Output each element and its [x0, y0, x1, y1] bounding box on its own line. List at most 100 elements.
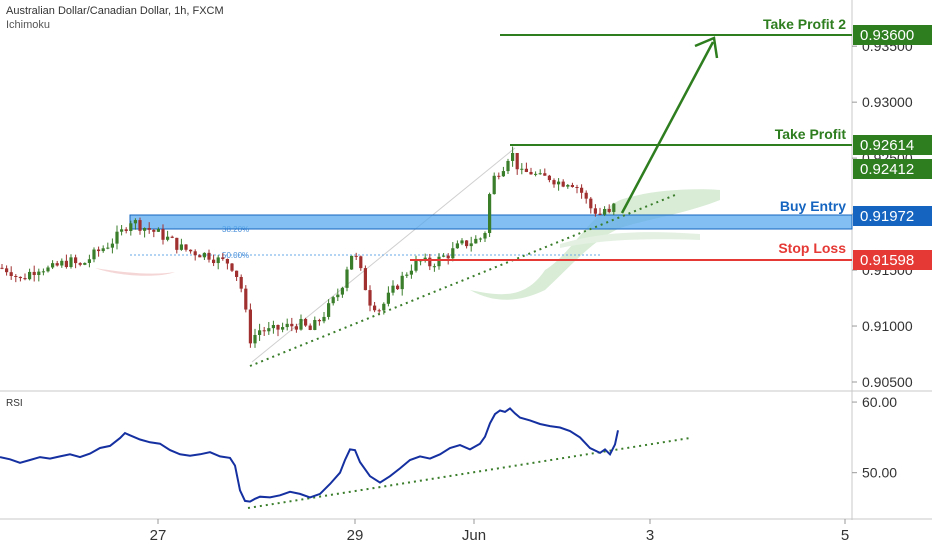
candle-body	[23, 278, 27, 280]
candle-body	[235, 270, 239, 277]
candle-body	[262, 330, 266, 332]
candle-body	[83, 262, 87, 265]
candle-body	[612, 203, 616, 212]
candle-body	[248, 309, 252, 344]
chart-title: Australian Dollar/Canadian Dollar, 1h, F…	[6, 5, 224, 17]
candle-body	[230, 263, 234, 271]
candle-body	[87, 259, 91, 263]
candle-body	[589, 198, 593, 209]
candle-body	[552, 180, 556, 185]
ichimoku-cloud-red	[95, 268, 175, 276]
candle-body	[9, 272, 13, 276]
target-arrow-shaft	[620, 41, 715, 214]
candle-body	[483, 233, 487, 239]
candle-body	[147, 228, 151, 230]
candle-body	[313, 319, 317, 330]
take-profit-label: Take Profit	[775, 126, 847, 142]
candle-body	[239, 276, 243, 289]
candle-body	[170, 236, 174, 238]
candle-body	[55, 263, 59, 266]
candle-body	[598, 213, 602, 215]
candle-body	[101, 248, 105, 252]
candle-body	[304, 318, 308, 326]
rsi-axis: 60.00 50.00	[852, 394, 897, 481]
candle-body	[354, 255, 358, 257]
candle-body	[97, 249, 101, 252]
candle-body	[161, 229, 165, 240]
candle-body	[74, 257, 78, 264]
candle-body	[281, 327, 285, 330]
candle-body	[396, 285, 400, 290]
buy-entry-value: 0.91972	[860, 208, 914, 225]
candle-body	[451, 248, 455, 259]
price-tick-label: 0.90500	[862, 374, 913, 390]
candle-body	[580, 187, 584, 193]
candle-body	[603, 208, 607, 215]
candle-body	[258, 330, 262, 336]
candle-body	[138, 220, 142, 231]
candle-body	[373, 305, 377, 311]
candle-body	[14, 275, 18, 277]
candle-body	[317, 319, 321, 322]
candle-body	[405, 274, 409, 276]
candle-body	[92, 249, 96, 260]
candle-body	[446, 255, 450, 259]
candle-body	[166, 236, 170, 240]
candle-body	[69, 257, 73, 268]
candle-body	[350, 255, 354, 270]
candle-body	[198, 255, 202, 258]
indicator-label: Ichimoku	[6, 19, 51, 31]
candle-body	[129, 223, 133, 231]
tp2-badge-value: 0.93600	[860, 27, 914, 44]
candle-body	[193, 251, 197, 256]
rsi-line	[0, 407, 619, 503]
price-tick-label: 0.93000	[862, 94, 913, 110]
time-tick-label: 3	[646, 527, 654, 544]
candle-body	[391, 285, 395, 293]
candle-body	[202, 252, 206, 258]
candle-body	[442, 255, 446, 257]
candle-body	[322, 316, 326, 322]
candle-body	[593, 208, 597, 214]
candle-body	[331, 297, 335, 304]
candle-body	[276, 325, 280, 330]
candle-body	[133, 220, 137, 224]
stop-loss-value: 0.91598	[860, 252, 914, 269]
time-tick-label: 29	[347, 527, 364, 544]
candle-body	[386, 292, 390, 304]
candle-body	[294, 326, 298, 330]
candle-body	[64, 260, 68, 268]
time-tick-label: 5	[841, 527, 849, 544]
price-tick-label: 0.91000	[862, 318, 913, 334]
stop-loss-label: Stop Loss	[778, 240, 846, 256]
candle-body	[570, 184, 574, 188]
candle-body	[120, 229, 124, 232]
candle-body	[368, 290, 372, 306]
fib-label-500: 50.00%	[222, 251, 249, 260]
candle-body	[225, 258, 229, 264]
candle-body	[465, 240, 469, 247]
candle-body	[221, 257, 225, 259]
rsi-tick-label: 50.00	[862, 465, 897, 481]
candle-body	[340, 287, 344, 295]
candle-body	[501, 171, 505, 177]
candle-body	[78, 263, 82, 265]
candle-body	[359, 256, 363, 269]
candle-body	[175, 237, 179, 250]
current-price-value: 0.92412	[860, 161, 914, 178]
candle-body	[184, 244, 188, 250]
candle-body	[285, 323, 289, 328]
candle-body	[478, 238, 482, 240]
rsi-tick-label: 60.00	[862, 394, 897, 410]
tp2-badge: 0.93600	[853, 25, 932, 45]
candle-body	[115, 231, 119, 244]
candle-body	[216, 257, 220, 264]
price-trendline	[249, 194, 676, 367]
candle-body	[534, 173, 538, 175]
candle-body	[336, 294, 340, 298]
candle-body	[584, 192, 588, 199]
candle-body	[460, 240, 464, 244]
rsi-trendline	[247, 437, 691, 509]
candle-body	[529, 171, 533, 175]
